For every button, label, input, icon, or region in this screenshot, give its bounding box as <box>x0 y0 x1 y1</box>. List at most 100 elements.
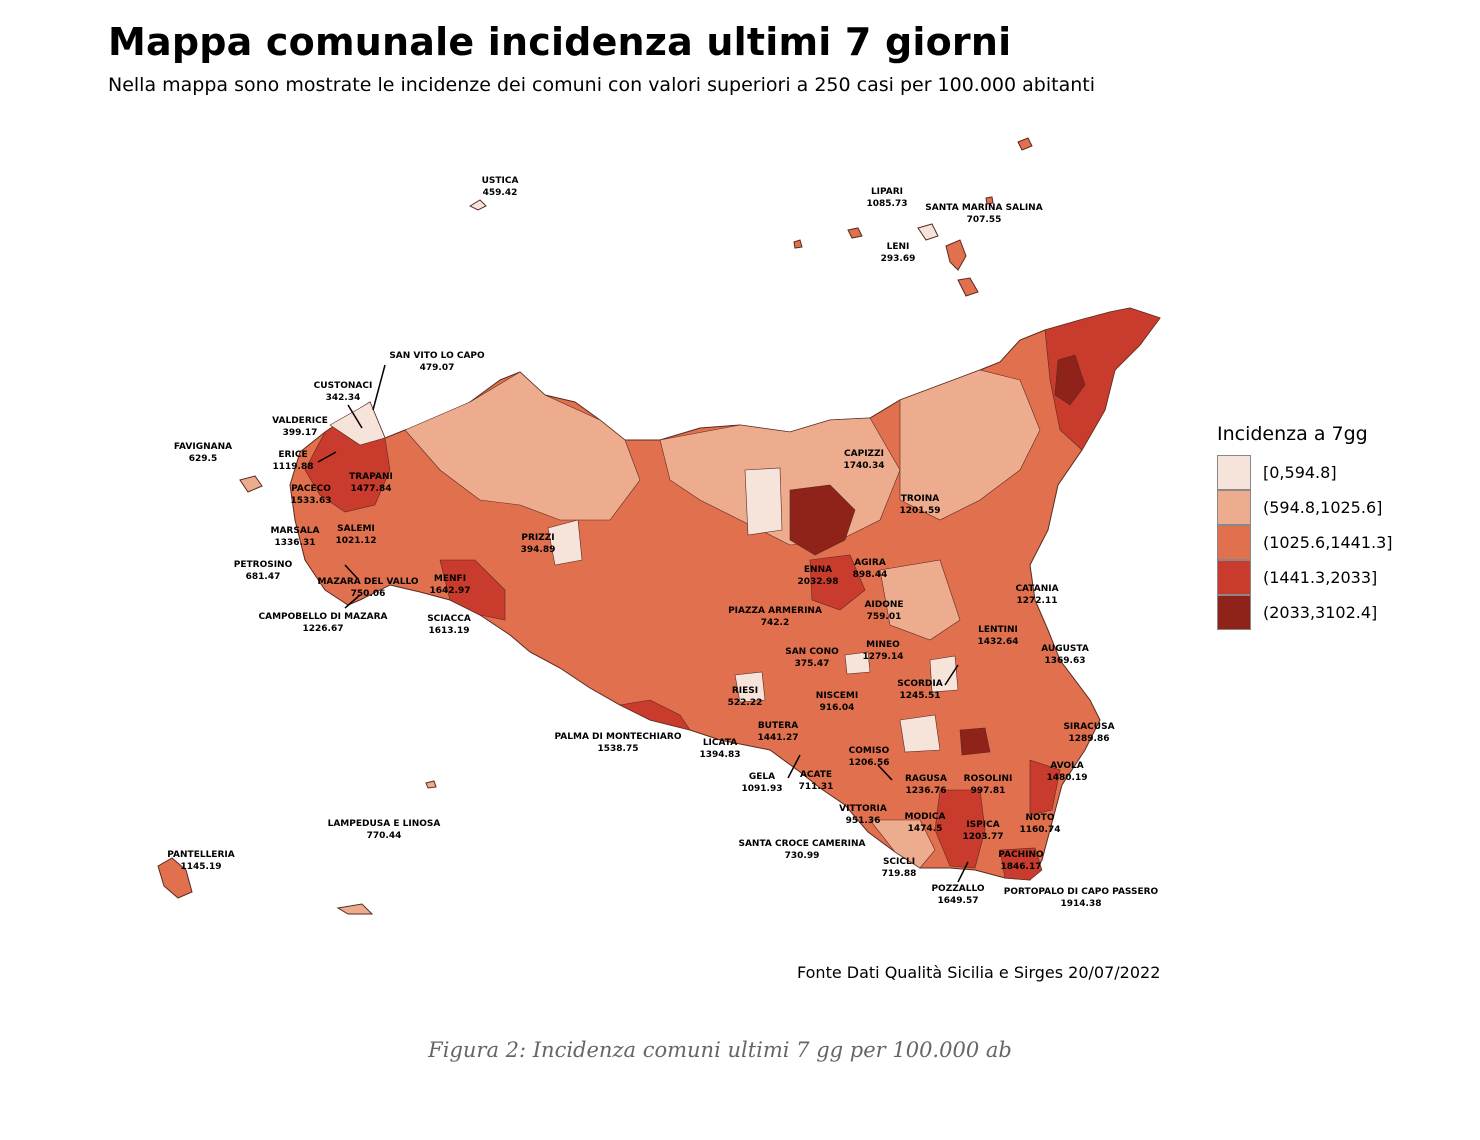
comune-name: CATANIA <box>1015 584 1058 594</box>
comune-label: NOTO 1160.74 <box>1020 813 1061 835</box>
leader-line-comiso <box>877 764 893 781</box>
comune-value: 1245.51 <box>900 691 941 701</box>
comune-name: ENNA <box>804 565 832 575</box>
catania-light-patch <box>879 559 961 641</box>
comune-value: 459.42 <box>483 188 518 198</box>
comune-value: 711.31 <box>799 782 834 792</box>
legend-swatch <box>1217 560 1251 595</box>
comune-label: CATANIA 1272.11 <box>1015 584 1058 606</box>
comune-name: SANTA MARINA SALINA <box>925 203 1042 213</box>
comune-name: LICATA <box>703 738 737 748</box>
scicli-light-patch <box>869 819 936 869</box>
comune-label: RIESI 522.22 <box>728 686 763 708</box>
comune-label: TRAPANI 1477.84 <box>349 472 393 494</box>
comune-label: PIAZZA ARMERINA 742.2 <box>728 606 822 628</box>
comune-value: 1432.64 <box>978 637 1019 647</box>
comune-label: VALDERICE 399.17 <box>272 416 328 438</box>
leader-line-san-vito <box>372 364 386 411</box>
comune-name: MINEO <box>866 640 900 650</box>
figure-caption: Figura 2: Incidenza comuni ultimi 7 gg p… <box>428 1038 1012 1062</box>
leader-line-campobello <box>344 594 361 609</box>
comune-label: AGIRA 898.44 <box>853 558 888 580</box>
comune-name: MENFI <box>434 574 466 584</box>
comune-value: 479.07 <box>420 363 455 373</box>
comune-name: SCICLI <box>883 857 915 867</box>
vulcano-island-shape <box>957 277 979 297</box>
comune-value: 1203.77 <box>963 832 1004 842</box>
west-light-patch <box>404 371 641 521</box>
comune-value: 522.22 <box>728 698 763 708</box>
legend-title: Incidenza a 7gg <box>1217 423 1368 445</box>
comune-value: 1279.14 <box>863 652 904 662</box>
comune-name: NISCEMI <box>816 691 858 701</box>
comune-label: SCIACCA 1613.19 <box>427 614 471 636</box>
messina-darkest-patch <box>1054 354 1086 406</box>
data-source-note: Fonte Dati Qualità Sicilia e Sirges 20/0… <box>797 963 1161 982</box>
legend-label: (594.8,1025.6] <box>1263 498 1383 517</box>
modica-dark-patch <box>934 789 986 869</box>
menfi-dark-patch <box>439 559 506 621</box>
rosolini-darkest-patch <box>959 727 991 756</box>
sicily-island-shape <box>289 307 1161 881</box>
messina-dark-patch <box>1044 307 1161 451</box>
ustica-island-shape <box>468 199 487 211</box>
comune-value: 342.34 <box>326 393 361 403</box>
comune-label: PALMA DI MONTECHIARO 1538.75 <box>555 732 682 754</box>
comune-label: SCORDIA 1245.51 <box>897 679 942 701</box>
comune-value: 1441.27 <box>758 733 799 743</box>
comune-value: 1538.75 <box>598 744 639 754</box>
comune-name: ERICE <box>278 450 307 460</box>
comune-value: 916.04 <box>820 703 855 713</box>
capizzi-lightest-patch <box>744 467 783 536</box>
prizzi-lightest-patch <box>547 519 583 566</box>
comune-name: VALDERICE <box>272 416 328 426</box>
comune-label: MENFI 1642.97 <box>430 574 471 596</box>
comune-name: COMISO <box>849 746 890 756</box>
comune-value: 719.88 <box>882 869 917 879</box>
legend-swatch <box>1217 595 1251 630</box>
siracusa-dark-patch <box>1029 759 1061 816</box>
comune-label: SALEMI 1021.12 <box>336 524 377 546</box>
comune-name: ACATE <box>800 770 832 780</box>
comune-value: 394.89 <box>521 545 556 555</box>
page-subtitle: Nella mappa sono mostrate le incidenze d… <box>108 74 1095 96</box>
comune-value: 1642.97 <box>430 586 471 596</box>
comune-value: 1740.34 <box>844 461 885 471</box>
comune-value: 1021.12 <box>336 536 377 546</box>
comune-label: SAN CONO 375.47 <box>785 647 839 669</box>
comune-name: LENI <box>887 242 910 252</box>
comune-name: SANTA CROCE CAMERINA <box>738 839 865 849</box>
lampedusa-island-shape <box>336 903 374 915</box>
riesi-lightest-patch <box>734 671 766 703</box>
legend-label: (1441.3,2033] <box>1263 568 1378 587</box>
comune-name: TRAPANI <box>349 472 393 482</box>
comune-value: 1272.11 <box>1017 596 1058 606</box>
legend-item: (1441.3,2033] <box>1217 560 1417 595</box>
lipari-island-shape <box>945 239 967 271</box>
legend: Incidenza a 7gg [0,594.8] (594.8,1025.6]… <box>1217 423 1417 630</box>
comune-name: USTICA <box>482 176 519 186</box>
comune-label: CAPIZZI 1740.34 <box>844 449 885 471</box>
comune-value: 1394.83 <box>700 750 741 760</box>
comune-value: 1201.59 <box>900 506 941 516</box>
comune-value: 1085.73 <box>867 199 908 209</box>
comune-name: AGIRA <box>854 558 886 568</box>
comune-value: 1533.63 <box>291 496 332 506</box>
comune-label: GELA 1091.93 <box>742 772 783 794</box>
comune-label: AUGUSTA 1369.63 <box>1041 644 1089 666</box>
comune-value: 1369.63 <box>1045 656 1086 666</box>
comune-label: PACHINO 1846.17 <box>998 850 1044 872</box>
valderice-lightest-patch <box>329 401 386 446</box>
panarea-island-shape <box>985 196 994 205</box>
comune-value: 375.47 <box>795 659 830 669</box>
comune-name: PORTOPALO DI CAPO PASSERO <box>1004 887 1159 897</box>
comune-name: RIESI <box>732 686 758 696</box>
comune-value: 1474.5 <box>908 824 943 834</box>
legend-item: (594.8,1025.6] <box>1217 490 1417 525</box>
map-shapes <box>157 137 1161 915</box>
comune-value: 1091.93 <box>742 784 783 794</box>
comune-label: LENI 293.69 <box>881 242 916 264</box>
comune-value: 898.44 <box>853 570 888 580</box>
comune-label: LAMPEDUSA E LINOSA 770.44 <box>328 819 441 841</box>
